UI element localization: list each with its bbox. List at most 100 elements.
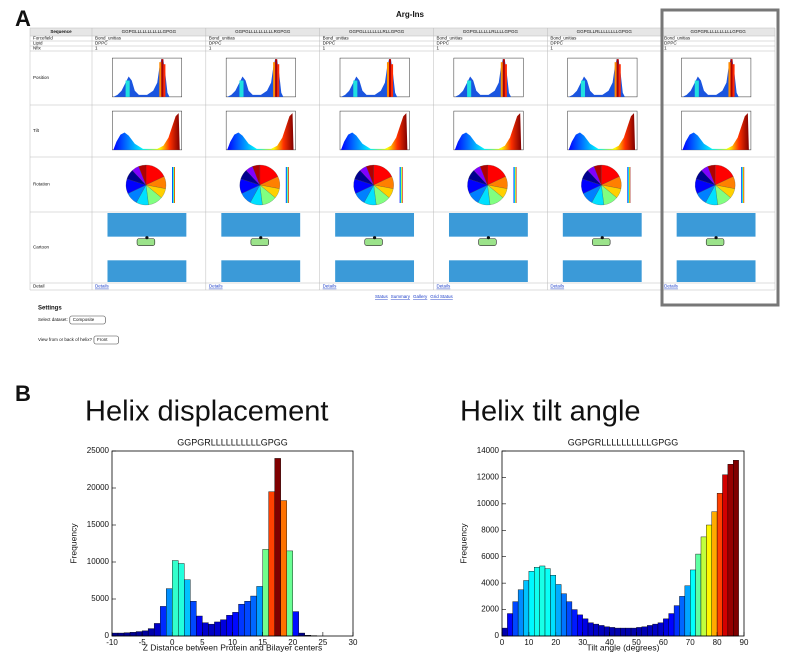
- lipid: DPPC: [664, 41, 677, 46]
- position-thumbnail: [453, 57, 524, 98]
- x-tick-label: -10: [106, 638, 118, 647]
- histogram-bar: [716, 493, 723, 637]
- x-tick-label: 20: [551, 638, 560, 647]
- details-link[interactable]: Details: [550, 284, 565, 289]
- histogram-bar: [153, 623, 161, 637]
- chart-heading: Helix tilt angle: [460, 396, 641, 428]
- histogram-bar: [111, 632, 119, 637]
- histogram-bar: [220, 619, 227, 637]
- details-link[interactable]: Details: [664, 284, 679, 289]
- select-box[interactable]: [69, 315, 106, 325]
- histogram-bar: [202, 622, 209, 637]
- tilt-thumbnail: [111, 110, 183, 151]
- details-link[interactable]: Details: [437, 284, 452, 289]
- histogram-bar: [614, 627, 621, 637]
- rotation-thumbnail: [353, 164, 404, 206]
- x-tick-label: 25: [318, 638, 327, 647]
- histogram-bar: [196, 615, 203, 637]
- x-tick-label: 10: [524, 638, 533, 647]
- select-box[interactable]: [93, 335, 119, 345]
- histogram-bar: [593, 623, 600, 637]
- footer-link[interactable]: Status: [375, 294, 389, 299]
- sequence: GGPGLLRLLLLLLLLGPGG: [577, 29, 633, 34]
- y-tick-label: 6000: [481, 552, 499, 561]
- histogram-bar: [274, 458, 281, 637]
- field-label: View from or back of helix?: [38, 337, 92, 342]
- n: 1: [209, 46, 212, 51]
- details-link[interactable]: Details: [95, 284, 110, 289]
- y-tick-label: 0: [105, 631, 110, 640]
- row-header: Forcefield: [33, 36, 53, 41]
- y-tick-label: 10000: [477, 499, 500, 508]
- histogram-bar: [159, 606, 167, 637]
- histogram-bar: [534, 567, 540, 637]
- y-tick-label: 0: [495, 631, 500, 640]
- x-tick-label: 20: [288, 638, 297, 647]
- sequence: GGPGLLLLLLLLRLLGPGG: [349, 29, 405, 34]
- row-header: Cartoon: [33, 245, 50, 250]
- highlight-box: [660, 8, 780, 307]
- details-link[interactable]: Details: [209, 284, 224, 289]
- rotation-thumbnail: [580, 164, 631, 206]
- histogram-bar: [636, 627, 643, 637]
- cartoon-thumbnail: [220, 213, 301, 282]
- y-tick-label: 15000: [87, 520, 110, 529]
- details-link[interactable]: Details: [323, 284, 338, 289]
- histogram-bar: [512, 601, 519, 637]
- n: 1: [95, 46, 98, 51]
- chart-title: GGPGRLLLLLLLLLLGPGG: [568, 437, 679, 447]
- histogram-bar: [609, 627, 616, 637]
- x-axis-label: Z Distance between Protein and Bilayer c…: [143, 642, 323, 652]
- panel-label: A: [15, 6, 31, 31]
- y-tick-label: 25000: [87, 446, 110, 455]
- x-tick-label: 5: [200, 638, 205, 647]
- n: 1: [437, 46, 440, 51]
- histogram-bar: [226, 615, 233, 637]
- histogram-bar: [298, 632, 305, 637]
- histogram-bar: [292, 611, 299, 637]
- histogram-bar: [587, 622, 594, 637]
- cartoon-thumbnail: [676, 213, 757, 282]
- forcefield: Bond_unitias: [437, 36, 464, 41]
- table-header-bg: [30, 28, 775, 36]
- y-axis-label: Frequency: [458, 523, 468, 564]
- histogram-bar: [507, 613, 513, 637]
- histogram-bar: [668, 613, 675, 637]
- histogram-bar: [673, 605, 680, 637]
- footer-link[interactable]: Gallery: [413, 294, 428, 299]
- y-tick-label: 5000: [91, 594, 109, 603]
- rotation-thumbnail: [694, 164, 745, 206]
- lipid: DPPC: [209, 41, 222, 46]
- panel-label: B: [15, 381, 31, 406]
- histogram-bar: [706, 524, 712, 637]
- select-value[interactable]: Composite: [73, 317, 95, 322]
- rotation-thumbnail: [239, 164, 290, 206]
- histogram-bar: [727, 464, 734, 637]
- sequence: GGPGLLLLLLLLLLLGPGG: [122, 29, 177, 34]
- x-tick-label: 70: [686, 638, 695, 647]
- footer-link[interactable]: Summary: [391, 294, 411, 299]
- tilt-thumbnail: [225, 110, 297, 151]
- select-value[interactable]: Front: [97, 337, 108, 342]
- row-header: Rotation: [33, 182, 50, 187]
- histogram-bar: [625, 627, 632, 637]
- footer-links: Status Summary Gallery Grid Status: [375, 294, 454, 299]
- histogram-bar: [141, 630, 149, 637]
- histogram-bar: [641, 626, 648, 637]
- histogram-bar: [517, 589, 524, 637]
- footer-link[interactable]: Grid Status: [430, 294, 453, 299]
- histogram-bar: [544, 568, 551, 637]
- sequence: GGPGLLLLLLRLLLLGPGG: [463, 29, 519, 34]
- x-tick-label: 50: [632, 638, 641, 647]
- cartoon-thumbnail: [334, 213, 415, 282]
- histogram-bar: [733, 460, 739, 637]
- settings-form: Select dataset: Composite View from or bac…: [38, 315, 119, 345]
- n: 1: [664, 46, 667, 51]
- row-header: Detail: [33, 284, 45, 289]
- forcefield: Bond_unitias: [95, 36, 122, 41]
- y-tick-label: 4000: [481, 578, 499, 587]
- forcefield: Bond_unitias: [550, 36, 577, 41]
- cartoon-thumbnail: [106, 213, 187, 282]
- plot-frame: [501, 450, 745, 637]
